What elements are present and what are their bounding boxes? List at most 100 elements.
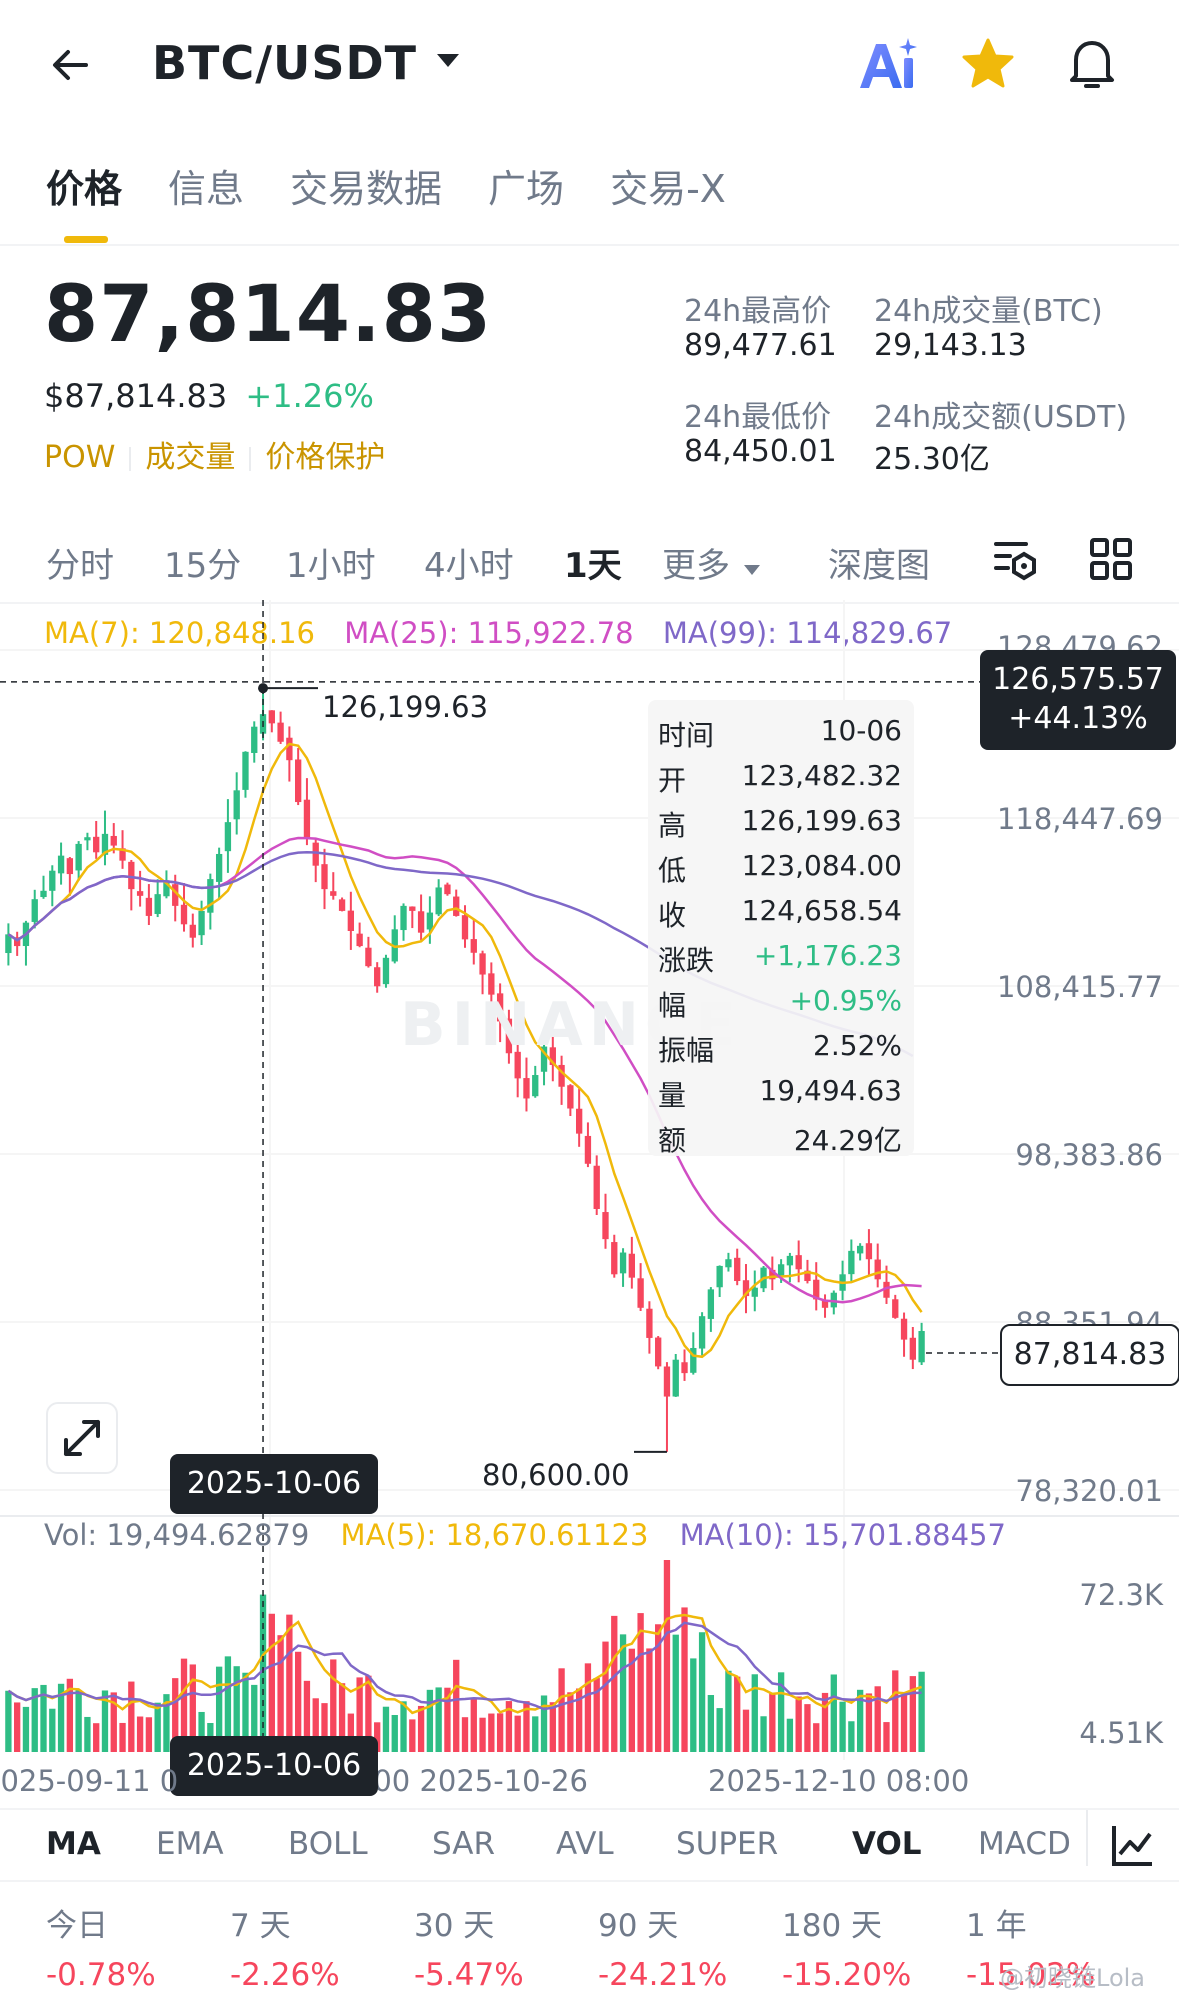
interval-time[interactable]: 分时 (46, 546, 114, 586)
caret-down-icon (744, 565, 760, 575)
indicator-super[interactable]: SUPER (676, 1826, 779, 1862)
candle (93, 836, 100, 853)
indicator-ema[interactable]: EMA (156, 1826, 224, 1862)
candle (233, 790, 240, 820)
candle (523, 1078, 530, 1099)
perf-today: 今日 -0.78% (46, 1900, 156, 1993)
stat-low-label: 24h最低价 (684, 400, 832, 435)
volume-bar (742, 1709, 750, 1752)
tooltip-key: 幅 (658, 989, 687, 1022)
stat-vol-usdt: 25.30亿 (874, 442, 990, 477)
volume-bar (514, 1715, 521, 1752)
layout-grid-icon[interactable] (1088, 536, 1134, 582)
pair-title: BTC/USDT (152, 36, 418, 90)
tab-square[interactable]: 广场 (488, 167, 565, 211)
min-price-marker: 80,600.00 (482, 1458, 630, 1492)
interval-depth[interactable]: 深度图 (828, 546, 930, 586)
max-price-marker: 126,199.63 (322, 690, 489, 724)
tooltip-key: 振幅 (658, 1034, 715, 1067)
candle (110, 835, 117, 846)
volume-bar (110, 1692, 117, 1752)
indicator-boll[interactable]: BOLL (288, 1826, 368, 1862)
indicator-settings-icon[interactable] (1110, 1822, 1156, 1868)
x-tick: 2025-12-10 08:00 (708, 1764, 970, 1798)
volume-bar (189, 1664, 196, 1752)
tooltip-value: 126,199.63 (741, 804, 902, 837)
tag-volume[interactable]: 成交量 (145, 440, 236, 475)
indicator-sar[interactable]: SAR (432, 1826, 495, 1862)
volume-bar (391, 1714, 398, 1752)
candle (619, 1252, 627, 1274)
expand-icon[interactable] (46, 1402, 118, 1474)
volume-bar (31, 1688, 38, 1752)
volume-bar (303, 1680, 311, 1752)
candle (532, 1075, 539, 1097)
volume-bar (751, 1674, 758, 1752)
volume-legend: Vol: 19,494.62879 MA(5): 18,670.61123 MA… (44, 1518, 1006, 1552)
bell-icon[interactable] (1064, 34, 1120, 94)
candle (330, 891, 337, 896)
candle (681, 1362, 688, 1374)
candle (374, 967, 381, 987)
stat-high-label: 24h最高价 (684, 294, 832, 329)
candle (514, 1051, 521, 1079)
candle (628, 1253, 635, 1278)
candle (180, 904, 188, 925)
y-tick: 78,320.01 (1015, 1474, 1163, 1508)
indicator-ma[interactable]: MA (46, 1826, 101, 1862)
volume-bar (461, 1717, 469, 1752)
candle (198, 910, 205, 936)
candle (874, 1259, 881, 1280)
ai-icon[interactable] (856, 34, 920, 94)
tag-price-protect[interactable]: 价格保护 (265, 440, 386, 475)
back-arrow-icon[interactable] (46, 40, 96, 90)
indicator-macd[interactable]: MACD (978, 1826, 1071, 1862)
candle (426, 912, 434, 930)
volume-bar (242, 1672, 249, 1752)
pair-selector[interactable]: BTC/USDT (152, 36, 461, 90)
tooltip-key: 收 (658, 899, 687, 932)
volume-bar (409, 1719, 416, 1752)
candle (488, 973, 495, 995)
tab-price[interactable]: 价格 (46, 167, 123, 211)
perf-label: 今日 (46, 1908, 108, 1944)
interval-more[interactable]: 更多 (662, 538, 762, 587)
interval-1d[interactable]: 1天 (564, 546, 622, 586)
tooltip-key: 时间 (658, 719, 715, 752)
indicator-avl[interactable]: AVL (556, 1826, 614, 1862)
candle (347, 910, 355, 932)
candle (593, 1165, 600, 1209)
candle (549, 1047, 556, 1065)
candle (848, 1250, 855, 1275)
candle (242, 751, 249, 790)
chart-settings-icon[interactable] (992, 536, 1038, 582)
candle (646, 1308, 653, 1338)
tab-trade-x[interactable]: 交易-X (610, 167, 726, 211)
candle (75, 843, 82, 871)
candle (409, 906, 416, 911)
volume-bar (725, 1670, 732, 1752)
volume-bar (663, 1560, 671, 1752)
tab-info[interactable]: 信息 (168, 167, 245, 211)
interval-15m[interactable]: 15分 (164, 546, 242, 586)
tag-pow[interactable]: POW (44, 440, 116, 475)
candle (356, 933, 363, 947)
tab-trading-data[interactable]: 交易数据 (290, 167, 443, 211)
interval-4h[interactable]: 4小时 (424, 546, 514, 586)
kline-chart[interactable] (0, 600, 1179, 1800)
candle (479, 953, 486, 975)
interval-1h[interactable]: 1小时 (286, 546, 376, 586)
candle (461, 915, 469, 940)
volume-ma-line (7, 1621, 922, 1711)
candle (57, 855, 65, 874)
volume-bar (233, 1666, 240, 1752)
volume-bar (655, 1624, 662, 1752)
volume-bar (549, 1702, 556, 1752)
volume-bar (444, 1687, 451, 1752)
volume-bar (804, 1704, 811, 1752)
y-tick: 98,383.86 (1015, 1138, 1163, 1172)
indicator-vol[interactable]: VOL (852, 1826, 922, 1862)
favorite-star-icon[interactable] (960, 36, 1016, 92)
tooltip-value: 123,084.00 (741, 849, 902, 882)
volume-bar (672, 1634, 679, 1752)
